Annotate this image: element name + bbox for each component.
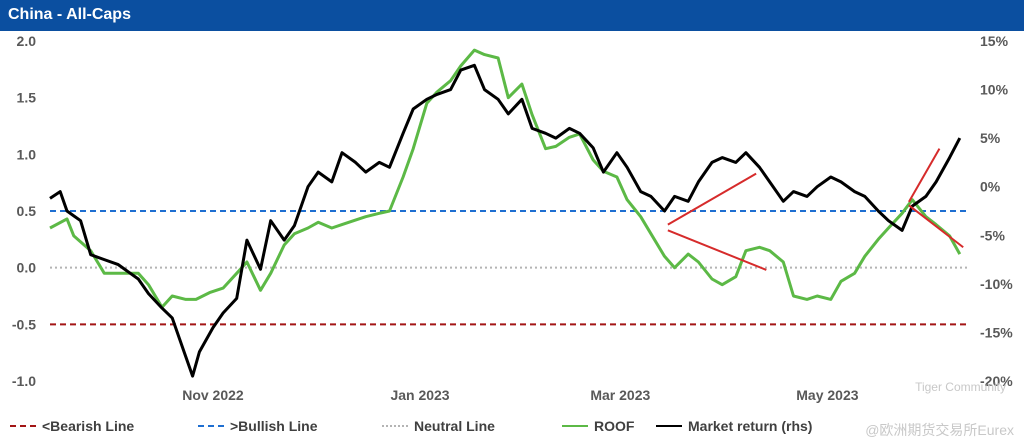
chart-area: 2.0 1.5 1.0 0.5 0.0 -0.5 -1.0 15% 10% 5% 0% -5% -10%… bbox=[12, 33, 1013, 403]
y-right-tick-label: -10% bbox=[980, 276, 1013, 292]
chart-title-bar: China - All-Caps bbox=[0, 0, 1024, 31]
legend-item-bearish-line: <Bearish Line bbox=[10, 418, 134, 434]
legend-item-roof: ROOF bbox=[562, 418, 634, 434]
y-left-tick-label: -1.0 bbox=[12, 373, 36, 389]
y-right-tick-label: 10% bbox=[980, 82, 1009, 98]
y-right-tick-label: -15% bbox=[980, 324, 1013, 340]
legend-swatch-bearish bbox=[10, 425, 36, 427]
chart-legend: <Bearish Line >Bullish Line Neutral Line… bbox=[0, 410, 1024, 446]
legend-swatch-neutral bbox=[382, 425, 408, 427]
legend-item-bullish-line: >Bullish Line bbox=[198, 418, 318, 434]
legend-label-neutral: Neutral Line bbox=[414, 418, 495, 434]
y-left-tick-label: 2.0 bbox=[17, 33, 37, 49]
legend-swatch-bullish bbox=[198, 425, 224, 427]
y-left-tick-label: -0.5 bbox=[12, 316, 36, 332]
series-line-market-return bbox=[49, 63, 962, 378]
divergence-annotation-line bbox=[667, 172, 757, 226]
legend-item-neutral-line: Neutral Line bbox=[382, 418, 495, 434]
y-right-tick-label: -5% bbox=[980, 227, 1005, 243]
y-left-tick-label: 0.0 bbox=[17, 260, 37, 276]
legend-label-bullish: >Bullish Line bbox=[230, 418, 318, 434]
y-right-tick-label: 5% bbox=[980, 130, 1001, 146]
x-tick-label: Nov 2022 bbox=[182, 387, 244, 403]
divergence-annotation-line bbox=[908, 148, 941, 203]
series-line-roof bbox=[49, 48, 962, 309]
y-right-tick-label: 0% bbox=[980, 179, 1001, 195]
x-tick-label: Jan 2023 bbox=[390, 387, 449, 403]
legend-item-market-return: Market return (rhs) bbox=[656, 418, 812, 434]
y-left-tick-label: 1.0 bbox=[17, 146, 37, 162]
chart-title: China - All-Caps bbox=[8, 6, 131, 23]
y-left-tick-label: 1.5 bbox=[17, 90, 37, 106]
legend-label-market-return: Market return (rhs) bbox=[688, 418, 813, 434]
watermark-source: @欧洲期货交易所Eurex bbox=[865, 422, 1014, 438]
legend-swatch-roof bbox=[562, 425, 588, 427]
x-tick-label: Mar 2023 bbox=[590, 387, 650, 403]
watermark-community: Tiger Community bbox=[915, 380, 1006, 394]
y-left-tick-label: 0.5 bbox=[17, 203, 37, 219]
legend-label-bearish: <Bearish Line bbox=[42, 418, 135, 434]
divergence-annotation-line bbox=[908, 204, 964, 249]
divergence-annotation-line bbox=[667, 229, 767, 271]
legend-label-roof: ROOF bbox=[594, 418, 635, 434]
y-right-tick-label: -20% bbox=[980, 373, 1013, 389]
legend-swatch-market-return bbox=[656, 425, 682, 427]
x-tick-label: May 2023 bbox=[796, 387, 858, 403]
y-right-tick-label: 15% bbox=[980, 33, 1009, 49]
